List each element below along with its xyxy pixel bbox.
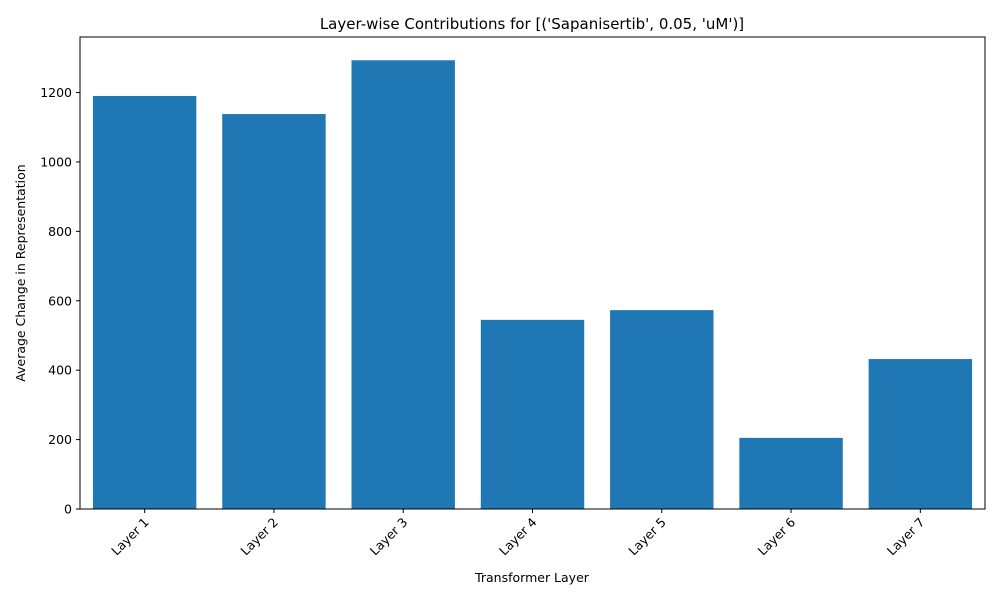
bar-6: [739, 437, 843, 509]
x-tick-label: Layer 7: [884, 515, 928, 559]
bar-2: [222, 114, 326, 509]
y-axis-label: Average Change in Representation: [13, 164, 28, 381]
x-tick-label: Layer 4: [496, 514, 540, 558]
y-tick-label: 800: [48, 224, 72, 239]
bar-5: [610, 310, 714, 509]
y-tick-label: 0: [64, 502, 72, 517]
x-axis-label: Transformer Layer: [474, 570, 590, 585]
x-tick-label: Layer 6: [755, 514, 799, 558]
x-tick-label: Layer 5: [625, 515, 669, 559]
bar-3: [351, 60, 455, 510]
x-axis: Layer 1 Layer 2 Layer 3 Layer 4 Layer 5 Layer…: [108, 509, 927, 558]
bar-4: [480, 319, 585, 509]
x-tick-label: Layer 3: [367, 515, 411, 559]
y-axis: 0 200 400 600 800 1000 1200: [40, 85, 80, 517]
y-tick-label: 400: [48, 363, 72, 378]
y-tick-label: 1000: [40, 154, 72, 169]
y-tick-label: 600: [48, 293, 72, 308]
bars: [92, 60, 973, 510]
plot-frame: [79, 36, 986, 510]
bar-7: [868, 359, 973, 509]
x-tick-label: Layer 2: [237, 515, 281, 559]
y-tick-label: 1200: [40, 85, 72, 100]
bar-1: [92, 96, 197, 509]
chart-title: Layer-wise Contributions for [('Sapanise…: [320, 15, 744, 33]
y-tick-label: 200: [48, 432, 72, 447]
x-tick-label: Layer 1: [108, 515, 152, 559]
